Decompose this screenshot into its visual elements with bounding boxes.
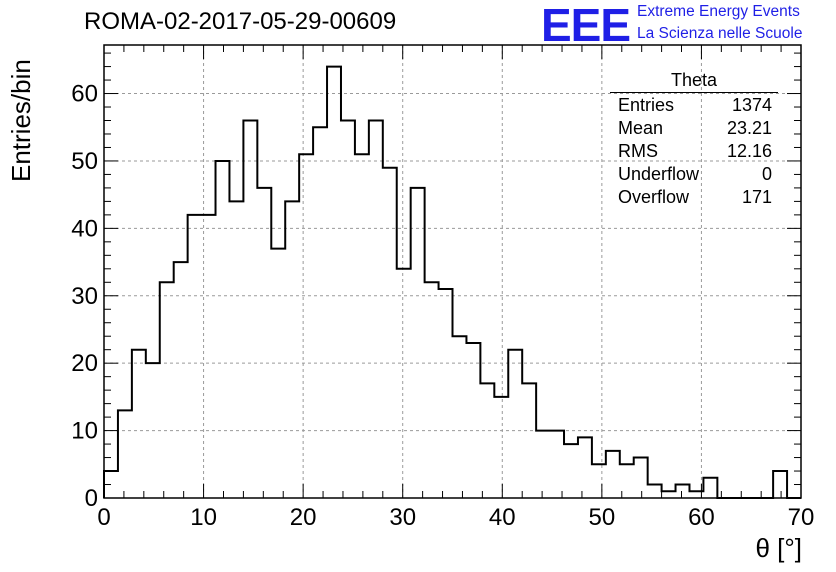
x-tick-label: 60 — [688, 504, 715, 531]
histogram-bin — [606, 451, 620, 498]
stat-value: 171 — [741, 187, 772, 207]
y-tick-label: 30 — [71, 283, 98, 310]
histogram-bin — [662, 491, 676, 498]
histogram-bin — [216, 161, 230, 498]
histogram-bin — [174, 262, 188, 498]
histogram-bin — [299, 154, 313, 498]
stat-row-mean: Mean 23.21 — [610, 117, 778, 140]
histogram-bin — [592, 464, 606, 498]
x-tick-label: 70 — [788, 504, 815, 531]
stat-value: 12.16 — [726, 141, 772, 161]
stat-label: Mean — [618, 118, 664, 138]
histogram-bin — [648, 485, 662, 498]
histogram-bin — [327, 67, 341, 498]
x-tick-label: 0 — [97, 504, 110, 531]
histogram-bin — [634, 458, 648, 498]
logo-line-2: La Scienza nelle Scuole — [637, 25, 803, 42]
y-tick-label: 60 — [71, 81, 98, 108]
histogram-bin — [494, 397, 508, 498]
y-tick-label: 40 — [71, 215, 98, 242]
histogram-bin — [229, 201, 243, 498]
histogram-bin — [383, 168, 397, 498]
stat-value: 1374 — [731, 95, 772, 115]
x-tick-label: 40 — [489, 504, 516, 531]
x-tick-label: 20 — [290, 504, 317, 531]
y-tick-label: 10 — [71, 418, 98, 445]
y-axis-label: Entries/bin — [6, 59, 36, 182]
x-tick-label: 10 — [190, 504, 217, 531]
chart-title: ROMA-02-2017-05-29-00609 — [84, 8, 397, 35]
x-tick-label: 50 — [589, 504, 616, 531]
histogram-bin — [397, 269, 411, 498]
histogram-bin — [188, 215, 202, 498]
histogram-bin — [313, 127, 327, 498]
histogram-bin — [257, 188, 271, 498]
eee-logo: EEE — [541, 0, 631, 51]
histogram-bin — [550, 431, 564, 498]
stat-label: Entries — [618, 95, 675, 115]
histogram-bin — [411, 188, 425, 498]
histogram-bin — [578, 437, 592, 498]
histogram-bin — [160, 282, 174, 498]
histogram-bin — [453, 336, 467, 498]
stats-box: Theta Entries 1374 Mean 23.21 RMS 12.16 … — [610, 70, 778, 209]
stat-label: RMS — [618, 141, 658, 161]
histogram-bin — [146, 363, 160, 498]
stat-value: 0 — [761, 164, 772, 184]
histogram-bin — [243, 121, 257, 499]
plot-frame — [103, 44, 802, 499]
histogram-bin — [355, 154, 369, 498]
histogram-bin — [118, 410, 132, 498]
logo-line-1: Extreme Energy Events — [637, 3, 800, 20]
histogram-bin — [536, 431, 550, 498]
x-tick-label: 30 — [389, 504, 416, 531]
histogram-bin — [480, 383, 494, 498]
histogram-bin — [341, 121, 355, 499]
histogram-bin — [564, 444, 578, 498]
stat-label: Overflow — [618, 187, 690, 207]
y-tick-label: 0 — [85, 485, 98, 512]
stat-row-rms: RMS 12.16 — [610, 140, 778, 163]
histogram-bin — [285, 201, 299, 498]
y-tick-label: 50 — [71, 148, 98, 175]
histogram-bin — [703, 478, 717, 498]
y-tick-label: 20 — [71, 350, 98, 377]
histogram-bin — [132, 350, 146, 498]
histogram-bin — [369, 121, 383, 499]
histogram-bin — [466, 343, 480, 498]
histogram-bin — [522, 383, 536, 498]
stat-row-entries: Entries 1374 — [610, 94, 778, 117]
x-axis-label: θ [°] — [755, 533, 802, 563]
histogram-bin — [773, 471, 787, 498]
histogram-bin — [439, 289, 453, 498]
histogram-bin — [425, 282, 439, 498]
stat-label: Underflow — [618, 164, 700, 184]
stats-title: Theta — [610, 70, 778, 93]
histogram-bin — [676, 485, 690, 498]
stat-row-underflow: Underflow 0 — [610, 163, 778, 186]
histogram-bin — [508, 350, 522, 498]
histogram-bin — [271, 249, 285, 498]
stat-value: 23.21 — [726, 118, 772, 138]
histogram-series — [103, 65, 801, 499]
histogram-bin — [202, 215, 216, 498]
stat-row-overflow: Overflow 171 — [610, 186, 778, 209]
